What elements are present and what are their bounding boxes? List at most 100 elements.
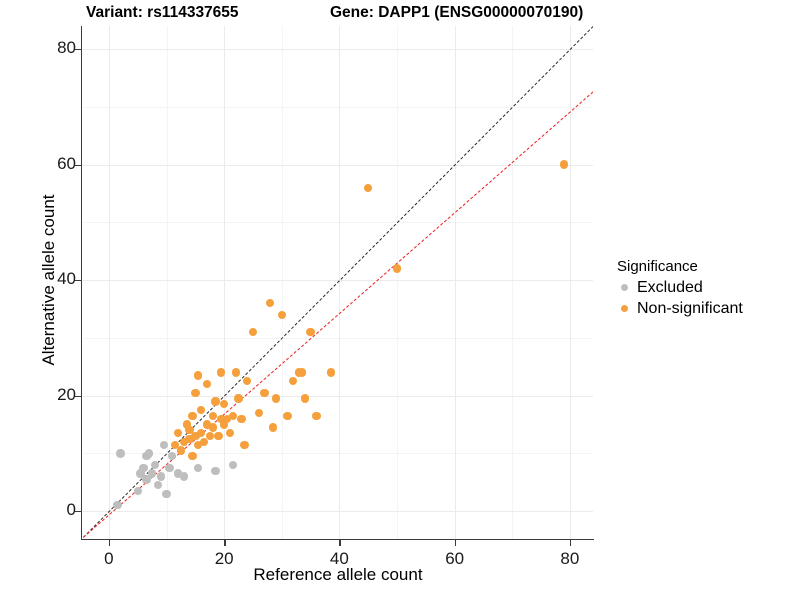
title-gene: Gene: DAPP1 (ENSG00000070190) — [330, 4, 584, 21]
legend-item-label: Non-significant — [637, 299, 743, 317]
data-point — [145, 449, 154, 458]
data-point — [217, 414, 226, 423]
y-tick — [75, 49, 81, 51]
legend-item-label: Excluded — [637, 278, 703, 296]
y-tick — [75, 395, 81, 397]
gridline-major-horizontal — [83, 395, 593, 397]
y-tick-label: 40 — [57, 269, 76, 289]
data-point — [179, 437, 188, 446]
gridline-major-vertical — [454, 26, 456, 540]
x-tick-label: 20 — [214, 549, 234, 568]
legend-title: Significance — [617, 258, 698, 275]
gridline-major-vertical — [108, 26, 110, 540]
data-point — [188, 411, 197, 420]
x-tick — [454, 540, 457, 546]
data-point — [185, 426, 194, 435]
legend-dot-excluded — [617, 280, 632, 295]
data-point — [364, 183, 373, 192]
y-tick-label: 60 — [57, 153, 76, 173]
data-point — [254, 408, 263, 418]
data-point — [133, 486, 142, 496]
data-point — [150, 460, 160, 470]
y-axis-label: Alternative allele count — [39, 194, 58, 366]
x-tick-label: 40 — [329, 549, 349, 568]
data-point — [243, 377, 252, 386]
data-point — [196, 405, 206, 415]
data-point — [300, 394, 310, 403]
y-tick — [75, 164, 81, 166]
data-point — [188, 452, 197, 461]
data-point — [173, 429, 183, 438]
data-point — [266, 299, 275, 308]
data-point — [142, 475, 151, 484]
data-point — [168, 452, 177, 461]
data-point — [179, 472, 188, 481]
plot-panel — [83, 26, 593, 540]
data-point — [231, 368, 240, 377]
data-point — [277, 310, 286, 319]
y-tick-label: 0 — [66, 500, 76, 520]
gridline-major-vertical — [569, 26, 571, 540]
data-point — [228, 460, 237, 470]
gridline-minor-vertical — [166, 26, 168, 540]
data-point — [139, 463, 148, 472]
data-point — [211, 466, 220, 475]
gridline-major-horizontal — [83, 511, 593, 513]
data-point — [297, 368, 307, 377]
reference-line-identity — [83, 26, 593, 538]
data-point — [248, 327, 258, 337]
data-point — [156, 472, 165, 481]
data-point — [194, 463, 203, 472]
reference-line-fit — [83, 91, 593, 538]
data-point — [165, 463, 174, 472]
x-tick — [108, 540, 111, 546]
x-tick — [224, 540, 226, 546]
data-point — [162, 489, 171, 498]
x-tick-label: 0 — [104, 549, 114, 568]
y-tick-label: 80 — [57, 38, 76, 58]
data-point — [392, 264, 402, 273]
data-point — [260, 388, 269, 397]
data-point — [228, 411, 237, 420]
data-point — [269, 423, 278, 432]
x-tick — [339, 540, 341, 546]
y-axis-line — [81, 26, 83, 540]
gridline-major-vertical — [224, 26, 226, 540]
legend-item[interactable]: Non-significant — [617, 298, 797, 319]
gridline-minor-horizontal — [83, 106, 593, 108]
data-point — [176, 446, 186, 455]
data-point — [113, 501, 122, 510]
x-tick — [569, 540, 572, 546]
data-point — [171, 440, 180, 449]
data-point — [196, 429, 206, 438]
data-point — [211, 397, 220, 406]
x-axis-label: Reference allele count — [253, 565, 423, 584]
gridline-minor-vertical — [397, 26, 399, 540]
x-tick-label: 60 — [445, 549, 465, 568]
gridline-major-vertical — [339, 26, 341, 540]
gridline-major-horizontal — [83, 49, 593, 51]
data-point — [202, 379, 212, 389]
gridline-minor-horizontal — [83, 453, 593, 455]
data-point — [283, 411, 292, 420]
data-point — [220, 400, 229, 409]
data-point — [271, 394, 281, 403]
gridline-major-horizontal — [83, 164, 593, 166]
data-point — [182, 420, 191, 429]
data-point — [326, 368, 335, 377]
legend-item[interactable]: Excluded — [617, 277, 797, 298]
gridline-minor-horizontal — [83, 222, 593, 224]
data-point — [306, 327, 315, 337]
data-point — [185, 434, 194, 444]
gridline-minor-vertical — [512, 26, 514, 540]
data-point — [289, 377, 298, 386]
data-point — [208, 411, 217, 420]
y-tick — [75, 280, 81, 282]
gridline-minor-vertical — [281, 26, 283, 540]
data-point — [560, 160, 569, 169]
data-point — [153, 480, 163, 490]
data-point — [202, 420, 212, 429]
data-point — [116, 449, 125, 458]
data-point — [148, 469, 157, 478]
